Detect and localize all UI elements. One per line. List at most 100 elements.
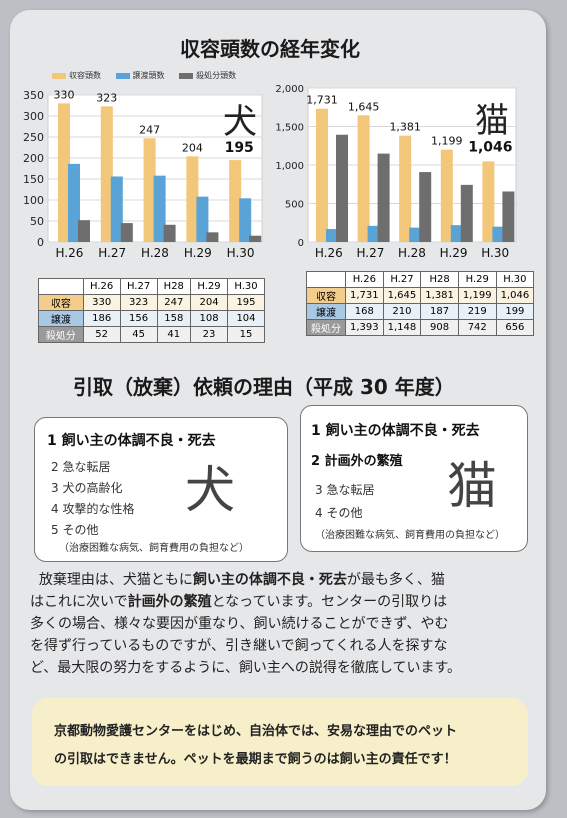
dog-reason-3: 3 犬の高齢化 (51, 481, 123, 495)
dog-table-header-cell: H.30 (226, 278, 266, 295)
cat-table-cell: 1,393 (345, 319, 384, 336)
dog-y-tick: 250 (23, 131, 44, 144)
cat-table-cell: 656 (495, 319, 535, 336)
dog-reason-5: 5 その他 (51, 523, 99, 537)
cat-bar-transfer (326, 229, 338, 242)
dog-data-table: H.26 H.27 H28 H.29 H.30 収容 330 323 247 204 195 譲渡 18… (38, 278, 266, 343)
paragraph-line-1: 放棄理由は、犬猫ともに飼い主の体調不良・死去が最も多く、猫 (38, 572, 445, 588)
legend-item-intake: 収容頭数 (52, 71, 101, 80)
dog-bar-transfer (68, 163, 80, 242)
cat-table-cell: 219 (457, 303, 497, 320)
cat-y-tick: 500 (285, 200, 304, 211)
cat-table-cell: 1,148 (382, 319, 422, 336)
dog-table-row: 殺処分 52 45 41 23 15 (38, 326, 266, 343)
dog-bar-euthanized (249, 235, 262, 242)
cat-bar-intake (399, 135, 412, 242)
cat-bar-euthanized (460, 184, 473, 242)
chart-legend: 収容頭数 譲渡頭数 殺処分頭数 (52, 70, 248, 81)
cat-table-header-cell: H.27 (382, 271, 422, 288)
cat-bar-euthanized (419, 172, 432, 242)
dog-bar-transfer (153, 175, 166, 242)
cat-data-label: 1,731 (306, 94, 338, 107)
dog-table-cell: 収容 (38, 294, 84, 311)
dog-y-tick: 50 (30, 215, 44, 228)
cat-bar-transfer (450, 225, 463, 242)
cat-table-cell: 1,381 (420, 287, 459, 304)
dog-data-label: 247 (139, 123, 160, 136)
legend-swatch-euthanized (179, 72, 194, 79)
dog-table-cell: 104 (226, 310, 266, 327)
dog-bar-intake (100, 106, 113, 242)
dog-reason-1: 1 飼い主の体調不良・死去 (47, 433, 216, 449)
cat-x-label: H.27 (356, 246, 384, 260)
explanation-paragraph: 放棄理由は、犬猫ともに飼い主の体調不良・死去が最も多く、猫 はこれに次いで計画外… (30, 569, 530, 679)
cat-bar-euthanized (377, 153, 390, 242)
legend-item-transfer: 譲渡頭数 (115, 71, 165, 80)
dog-table-cell: 41 (156, 326, 192, 343)
paragraph-line-4: を得ず行っているものですが、引き継いで飼ってくれる人を探すな (30, 638, 448, 654)
cat-table-cell: 187 (420, 303, 459, 320)
legend-swatch-intake (52, 72, 66, 79)
dog-bar-euthanized (120, 223, 133, 242)
cat-data-label: 1,046 (468, 139, 512, 155)
dog-y-tick: 300 (23, 110, 44, 123)
dog-table-header-cell: H.27 (119, 278, 158, 295)
dog-x-label: H.28 (141, 246, 169, 260)
cat-animal-label: 猫 (475, 101, 509, 141)
dog-reason-2: 2 急な転居 (51, 460, 111, 474)
dog-table-cell: 52 (82, 326, 121, 343)
dog-table-cell: 156 (119, 310, 158, 327)
dog-reasons-box: 1 飼い主の体調不良・死去 2 急な転居 3 犬の高齢化 4 攻撃的な性格 5 … (34, 417, 288, 562)
dog-y-tick: 200 (23, 152, 44, 165)
cat-table-cell: 210 (382, 303, 422, 320)
cat-y-tick: 2,000 (275, 84, 304, 95)
cat-table-cell: 742 (457, 319, 497, 336)
dog-animal-label: 犬 (223, 102, 257, 142)
notice-line-1: 京都動物愛護センターをはじめ、自治体では、安易な理由でのペット (54, 724, 458, 739)
dog-table-cell: 殺処分 (38, 326, 84, 343)
cat-table-cell: 908 (420, 319, 459, 336)
dog-y-tick: 0 (37, 236, 44, 249)
cat-bar-transfer (367, 225, 380, 242)
cat-table-cell: 1,046 (495, 287, 535, 304)
cat-chart: 0 500 1,000 1,500 2,000 H.26 1,731 H.27 1,645 H.2… (262, 78, 524, 265)
dog-reason-note: （治療困難な病気、飼育費用の負担など） (59, 543, 249, 554)
cat-reason-2: 2 計画外の繁殖 (311, 454, 403, 469)
legend-swatch-transfer (115, 72, 130, 79)
cat-table-header-row: H.26 H.27 H28 H.29 H.30 (306, 271, 535, 288)
dog-x-label: H.26 (55, 246, 83, 260)
dog-glyph: 犬 (185, 461, 235, 519)
cat-table-cell: 1,645 (382, 287, 422, 304)
cat-table-row: 収容 1,731 1,645 1,381 1,199 1,046 (306, 287, 535, 304)
dog-data-label: 204 (182, 141, 203, 154)
dog-reason-4: 4 攻撃的な性格 (51, 502, 135, 516)
section-title-reasons: 引取（放棄）依頼の理由（平成 30 年度） (73, 375, 455, 399)
dog-table-header-cell: H28 (156, 278, 192, 295)
cat-y-tick: 0 (298, 238, 304, 249)
cat-reasons-box: 1 飼い主の体調不良・死去 2 計画外の繁殖 3 急な転居 4 その他 （治療困… (300, 405, 528, 552)
dog-table-cell: 330 (82, 294, 121, 311)
cat-bar-intake (440, 149, 453, 242)
dog-y-tick: 100 (23, 194, 44, 207)
cat-table-cell: 収容 (306, 287, 346, 304)
cat-table-header-cell (306, 271, 346, 288)
dog-x-label: H.27 (98, 246, 126, 260)
cat-y-tick: 1,000 (275, 161, 304, 172)
cat-reason-3: 3 急な転居 (315, 483, 375, 497)
cat-x-label: H.29 (440, 246, 468, 260)
cat-bar-euthanized (502, 191, 515, 242)
dog-table-cell: 195 (226, 294, 266, 311)
cat-table-cell: 168 (345, 303, 384, 320)
dog-table-header-cell: H.26 (82, 278, 121, 295)
dog-bar-transfer (239, 198, 252, 242)
dog-table-header-cell (38, 278, 84, 295)
dog-table-cell: 186 (82, 310, 121, 327)
dog-table-cell: 45 (119, 326, 158, 343)
cat-x-label: H.26 (315, 246, 343, 260)
dog-table-cell: 108 (190, 310, 228, 327)
cat-table-cell: 199 (495, 303, 535, 320)
dog-y-tick: 150 (23, 173, 44, 186)
paragraph-line-5: ど、最大限の努力をするように、飼い主への説得を徹底しています。 (30, 660, 462, 676)
dog-table-cell: 15 (226, 326, 266, 343)
legend-item-euthanized: 殺処分頭数 (179, 71, 236, 80)
